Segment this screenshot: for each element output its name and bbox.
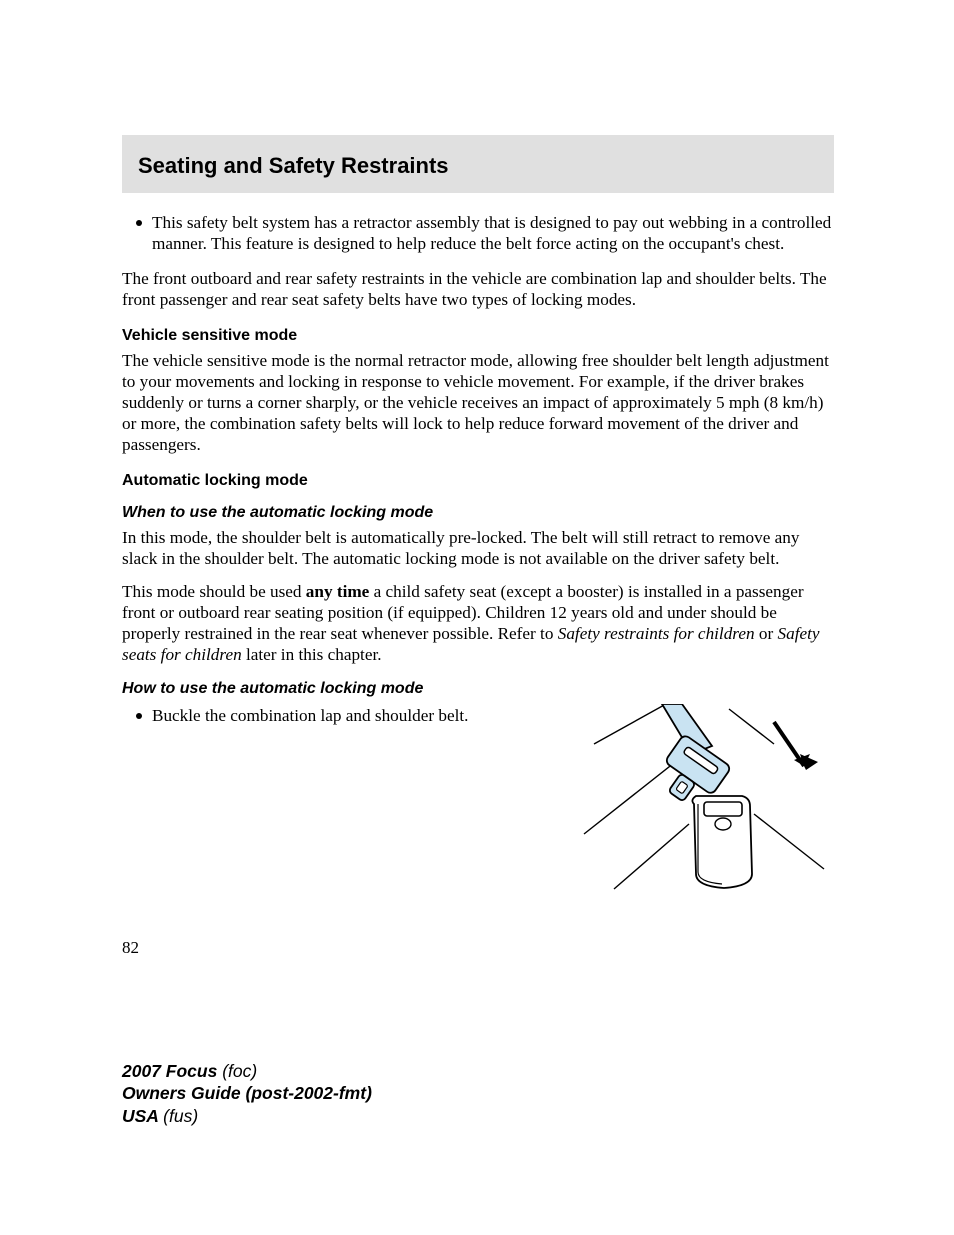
section-header: Seating and Safety Restraints [122, 135, 834, 193]
arrow-down-icon [774, 722, 818, 770]
footer-line: USA (fus) [122, 1105, 372, 1127]
text-bold: any time [306, 582, 370, 601]
subheading-italic: How to use the automatic locking mode [122, 680, 834, 698]
footer-block: 2007 Focus (foc) Owners Guide (post-2002… [122, 1060, 372, 1127]
bullet-item: This safety belt system has a retractor … [136, 213, 834, 255]
body-paragraph: The vehicle sensitive mode is the normal… [122, 351, 834, 456]
footer-line: 2007 Focus (foc) [122, 1060, 372, 1082]
footer-bold: Owners Guide (post-2002-fmt) [122, 1083, 372, 1103]
text-run: or [755, 624, 778, 643]
seatbelt-buckle-figure [574, 704, 834, 894]
section-title: Seating and Safety Restraints [138, 153, 818, 179]
footer-italic: (fus) [163, 1106, 198, 1126]
text-run: later in this chapter. [242, 645, 382, 664]
footer-italic: (foc) [222, 1061, 257, 1081]
body-paragraph: In this mode, the shoulder belt is autom… [122, 528, 834, 570]
text-italic: Safety restraints for children [558, 624, 755, 643]
footer-line: Owners Guide (post-2002-fmt) [122, 1082, 372, 1104]
text-run: This mode should be used [122, 582, 306, 601]
bullet-text: Buckle the combination lap and shoulder … [152, 706, 468, 727]
body-paragraph: The front outboard and rear safety restr… [122, 269, 834, 311]
bullet-dot-icon [136, 713, 142, 719]
footer-bold: 2007 Focus [122, 1061, 222, 1081]
subheading: Automatic locking mode [122, 472, 834, 490]
body-paragraph-mixed: This mode should be used any time a chil… [122, 582, 834, 666]
footer-bold: USA [122, 1106, 163, 1126]
subheading: Vehicle sensitive mode [122, 327, 834, 345]
bullet-item: Buckle the combination lap and shoulder … [136, 706, 554, 727]
subheading-italic: When to use the automatic locking mode [122, 504, 834, 522]
page-number: 82 [122, 938, 834, 958]
bullet-dot-icon [136, 220, 142, 226]
bullet-text: This safety belt system has a retractor … [152, 213, 834, 255]
